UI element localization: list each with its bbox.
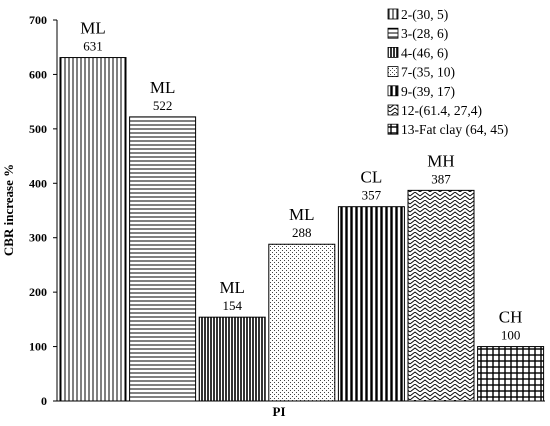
legend-swatch [387,47,399,58]
y-tick-label: 500 [29,122,47,136]
y-tick-label: 600 [29,67,47,81]
bar-value-label: 631 [83,39,103,54]
bar-value-label: 154 [222,298,242,313]
bar [268,243,336,402]
soil-class-label: ML [219,278,245,297]
soil-class-label: CL [361,168,383,187]
soil-class-label: ML [80,19,106,38]
legend-swatch [387,104,399,116]
y-tick-label: 400 [29,176,47,190]
legend-entry-label: 2-(30, 5) [401,7,448,22]
bar [59,57,127,402]
y-tick-label: 700 [29,13,47,27]
legend-entry-label: 7-(35, 10) [401,65,455,80]
legend-entry-label: 12-(61.4, 27,4) [401,103,482,118]
value-labels-group: 631 522 154 288 357 387 100 [83,39,520,343]
bar [129,116,197,402]
soil-class-label: ML [289,205,315,224]
bar [198,316,266,402]
y-axis-label: CBR increase % [1,164,16,256]
soil-class-label: CH [499,308,523,327]
soil-class-label: MH [427,151,454,170]
legend: 2-(30, 5) 3-(28, 6) 4-(46, 6) 7-(35, 10) 9-(… [387,7,508,137]
bar [477,346,545,402]
bar-value-label: 522 [153,98,173,113]
y-tick-label: 300 [29,231,47,245]
legend-swatch [387,66,399,77]
y-ticks-group: 0 100 200 300 400 500 600 700 [29,13,57,408]
legend-swatch [387,8,399,20]
legend-entry-label: 13-Fat clay (64, 45) [401,122,508,137]
bar-value-label: 100 [501,328,521,343]
legend-entry-label: 9-(39, 17) [401,84,455,99]
bar-value-label: 357 [362,188,382,203]
x-axis-label: PI [273,404,286,419]
y-tick-label: 200 [29,285,47,299]
y-tick-label: 100 [29,340,47,354]
soil-class-label: ML [150,78,176,97]
legend-swatch [387,27,399,39]
bars-group [59,57,545,402]
bar-value-label: 387 [431,171,451,186]
class-labels-group: ML ML ML ML CL MH CH [80,19,522,327]
legend-entry-label: 4-(46, 6) [401,45,448,60]
bar-value-label: 288 [292,225,312,240]
bar [407,189,475,402]
legend-entry-label: 3-(28, 6) [401,26,448,41]
y-tick-label: 0 [41,394,47,408]
legend-swatch [387,123,399,135]
legend-swatch [387,85,399,97]
bar [337,206,405,402]
